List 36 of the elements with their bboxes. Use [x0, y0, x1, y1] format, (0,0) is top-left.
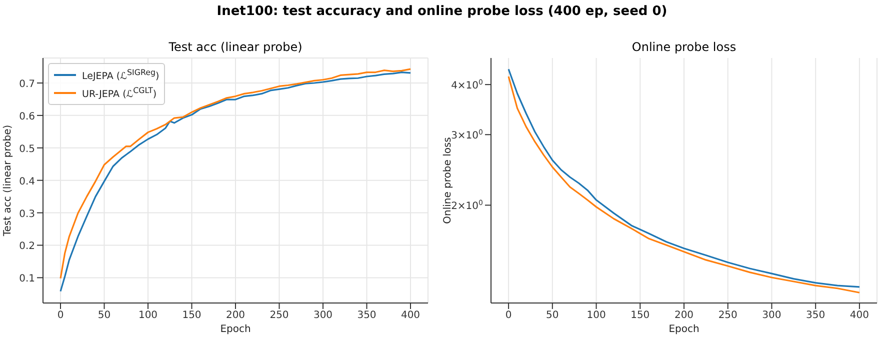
x-axis-title: Epoch	[220, 324, 251, 335]
y-tick-label: 4×10$^{0}$	[451, 78, 483, 92]
chart-title: Test acc (linear probe)	[168, 40, 304, 54]
y-tick-label: 0.2	[19, 241, 35, 252]
text: Inet100: test accuracy and online probe loss (400 ep, seed 0)	[216, 4, 668, 19]
chart-title: Online probe loss	[630, 40, 738, 54]
x-tick-label: 100	[586, 310, 606, 322]
y-tick-label: 0.4	[19, 176, 35, 188]
x-tick-label: 0	[505, 310, 512, 322]
x-tick-label: 50	[98, 310, 111, 322]
y-tick-label: 0.7	[19, 78, 35, 90]
y-tick-label: 2×10$^{0}$	[451, 199, 483, 212]
x-tick-label: 350	[806, 310, 826, 322]
x-tick-label: 200	[226, 310, 246, 322]
x-tick-label: 150	[182, 310, 202, 322]
y-tick-label: 3×10$^{0}$	[451, 128, 483, 142]
x-axis-title: Epoch	[668, 324, 700, 335]
y-tick-label: 0.3	[19, 208, 35, 220]
x-tick-label: 300	[313, 310, 333, 322]
x-tick-label: 0	[57, 310, 64, 322]
legend-label: UR-JEPA (ℒ$^{CGLT}$)	[82, 86, 157, 100]
x-tick-label: 50	[546, 310, 559, 322]
x-tick-label: 400	[850, 310, 869, 322]
x-tick-label: 200	[674, 310, 694, 322]
x-tick-label: 350	[357, 310, 376, 322]
legend-label: LeJEPA (ℒ$^{SIGReg}$)	[82, 68, 160, 82]
x-tick-label: 250	[718, 310, 738, 322]
x-tick-label: 100	[138, 310, 158, 322]
y-tick-label: 0.1	[19, 274, 35, 285]
y-tick-label: 0.6	[19, 111, 35, 122]
x-tick-label: 300	[762, 310, 782, 322]
x-tick-label: 400	[400, 310, 420, 322]
y-tick-label: 0.5	[19, 144, 35, 155]
y-axis-title: Test acc (linear probe)	[2, 124, 14, 238]
x-tick-label: 150	[630, 310, 650, 322]
x-tick-label: 250	[270, 310, 289, 322]
